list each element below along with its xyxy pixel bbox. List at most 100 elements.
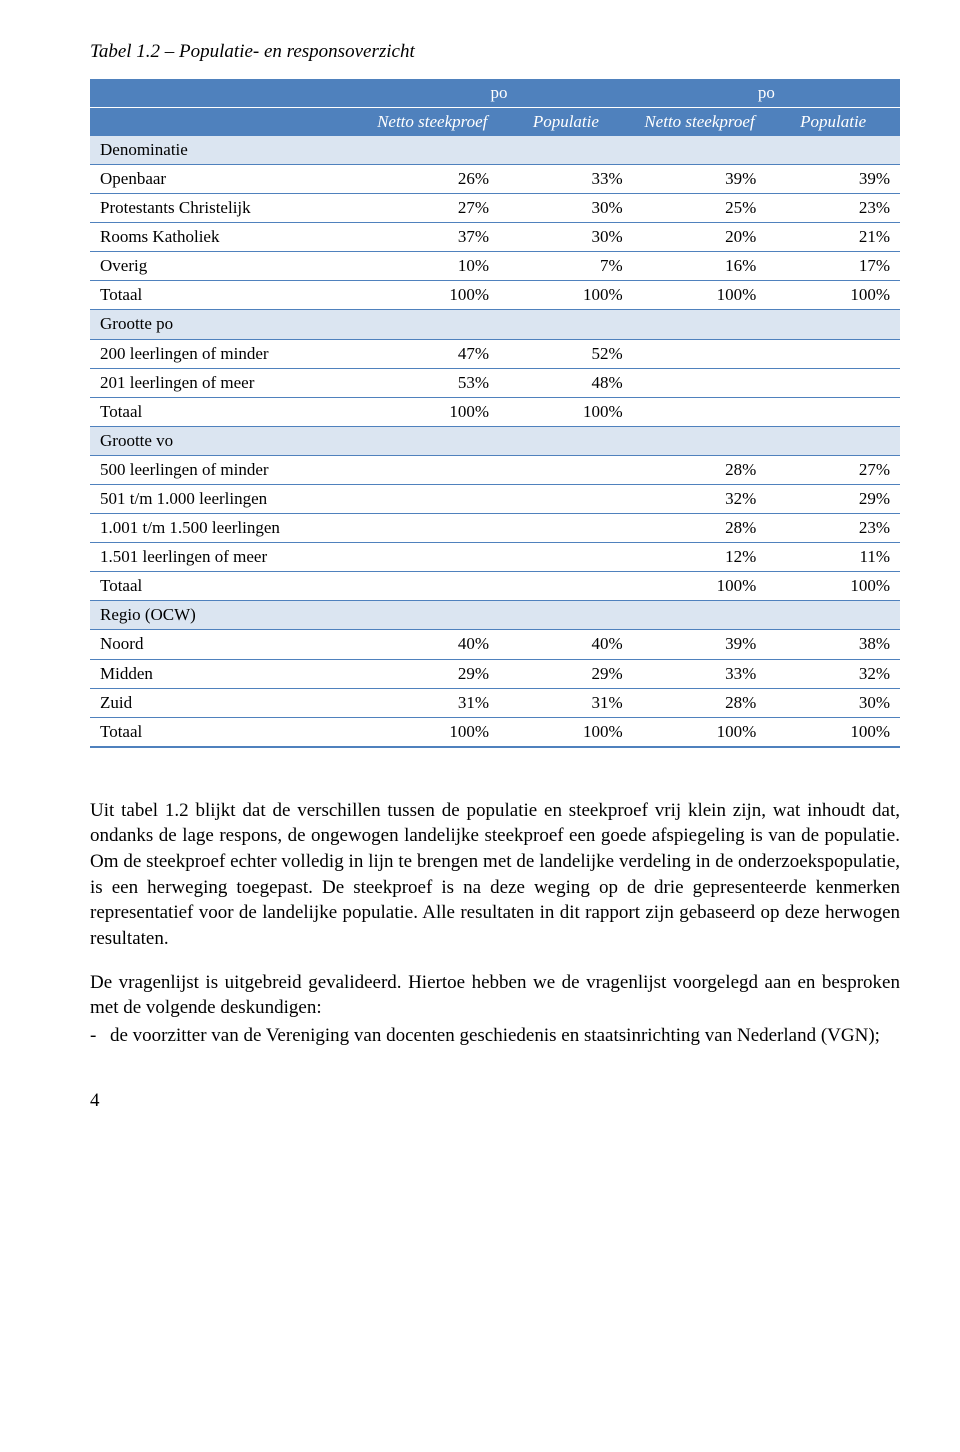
data-cell: 25% xyxy=(633,194,767,223)
data-cell: 28% xyxy=(633,514,767,543)
data-cell: 39% xyxy=(633,630,767,659)
data-cell xyxy=(633,368,767,397)
section-empty-cell xyxy=(766,136,900,165)
data-cell xyxy=(365,543,499,572)
section-label: Regio (OCW) xyxy=(90,601,365,630)
section-empty-cell xyxy=(633,426,767,455)
data-cell xyxy=(365,485,499,514)
data-cell: 7% xyxy=(499,252,633,281)
data-cell: 40% xyxy=(499,630,633,659)
row-label: 1.501 leerlingen of meer xyxy=(90,543,365,572)
row-label: Zuid xyxy=(90,688,365,717)
group-header-po2: po xyxy=(633,79,900,108)
section-empty-cell xyxy=(766,310,900,339)
data-cell: 100% xyxy=(766,572,900,601)
row-label: 201 leerlingen of meer xyxy=(90,368,365,397)
group-header-po1: po xyxy=(365,79,632,108)
data-cell xyxy=(766,339,900,368)
data-cell: 29% xyxy=(766,485,900,514)
paragraph-2: De vragenlijst is uitgebreid gevalideerd… xyxy=(90,970,900,1021)
data-cell xyxy=(633,397,767,426)
section-empty-cell xyxy=(365,426,499,455)
row-label: Totaal xyxy=(90,717,365,747)
data-cell: 100% xyxy=(633,281,767,310)
data-cell: 23% xyxy=(766,514,900,543)
data-cell: 30% xyxy=(499,194,633,223)
row-label: Noord xyxy=(90,630,365,659)
header-empty xyxy=(90,79,365,108)
row-label: Totaal xyxy=(90,572,365,601)
bullet-item: - de voorzitter van de Vereniging van do… xyxy=(90,1023,900,1049)
data-cell: 100% xyxy=(633,572,767,601)
data-cell: 47% xyxy=(365,339,499,368)
data-cell: 29% xyxy=(365,659,499,688)
data-cell: 39% xyxy=(766,164,900,193)
data-cell: 30% xyxy=(766,688,900,717)
subheader-col: Populatie xyxy=(766,107,900,136)
section-empty-cell xyxy=(766,426,900,455)
row-label: 1.001 t/m 1.500 leerlingen xyxy=(90,514,365,543)
row-label: Totaal xyxy=(90,281,365,310)
data-cell: 100% xyxy=(365,281,499,310)
data-cell xyxy=(499,485,633,514)
data-cell: 16% xyxy=(633,252,767,281)
data-cell: 28% xyxy=(633,688,767,717)
row-label: Overig xyxy=(90,252,365,281)
data-cell: 100% xyxy=(499,717,633,747)
row-label: Midden xyxy=(90,659,365,688)
data-cell xyxy=(499,514,633,543)
data-cell: 53% xyxy=(365,368,499,397)
section-empty-cell xyxy=(766,601,900,630)
data-cell: 23% xyxy=(766,194,900,223)
data-cell: 33% xyxy=(499,164,633,193)
section-empty-cell xyxy=(499,426,633,455)
data-cell: 21% xyxy=(766,223,900,252)
data-cell xyxy=(365,572,499,601)
section-empty-cell xyxy=(499,136,633,165)
section-empty-cell xyxy=(633,601,767,630)
data-cell: 48% xyxy=(499,368,633,397)
data-cell xyxy=(499,455,633,484)
data-cell: 32% xyxy=(633,485,767,514)
subheader-col: Populatie xyxy=(499,107,633,136)
section-empty-cell xyxy=(365,136,499,165)
data-cell: 38% xyxy=(766,630,900,659)
data-cell xyxy=(365,514,499,543)
data-cell: 31% xyxy=(365,688,499,717)
data-cell: 37% xyxy=(365,223,499,252)
row-label: Openbaar xyxy=(90,164,365,193)
data-cell xyxy=(499,543,633,572)
data-cell xyxy=(766,368,900,397)
subheader-col: Netto steekproef xyxy=(365,107,499,136)
data-cell: 29% xyxy=(499,659,633,688)
section-empty-cell xyxy=(499,601,633,630)
data-cell: 31% xyxy=(499,688,633,717)
data-cell xyxy=(633,339,767,368)
data-cell: 27% xyxy=(766,455,900,484)
row-label: 200 leerlingen of minder xyxy=(90,339,365,368)
section-label: Grootte po xyxy=(90,310,365,339)
data-cell: 17% xyxy=(766,252,900,281)
bullet-dash: - xyxy=(90,1023,110,1049)
subheader-col: Netto steekproef xyxy=(633,107,767,136)
data-cell: 100% xyxy=(766,717,900,747)
data-cell: 12% xyxy=(633,543,767,572)
data-cell: 100% xyxy=(499,281,633,310)
row-label: Rooms Katholiek xyxy=(90,223,365,252)
data-cell: 32% xyxy=(766,659,900,688)
data-cell: 11% xyxy=(766,543,900,572)
data-cell xyxy=(766,397,900,426)
data-cell: 100% xyxy=(633,717,767,747)
data-table: popoNetto steekproefPopulatieNetto steek… xyxy=(90,79,900,748)
data-cell: 100% xyxy=(365,397,499,426)
data-cell xyxy=(499,572,633,601)
section-empty-cell xyxy=(499,310,633,339)
data-cell: 30% xyxy=(499,223,633,252)
data-cell: 33% xyxy=(633,659,767,688)
row-label: 500 leerlingen of minder xyxy=(90,455,365,484)
bullet-text: de voorzitter van de Vereniging van doce… xyxy=(110,1023,880,1049)
subheader-empty xyxy=(90,107,365,136)
data-cell: 52% xyxy=(499,339,633,368)
row-label: 501 t/m 1.000 leerlingen xyxy=(90,485,365,514)
data-cell: 100% xyxy=(365,717,499,747)
